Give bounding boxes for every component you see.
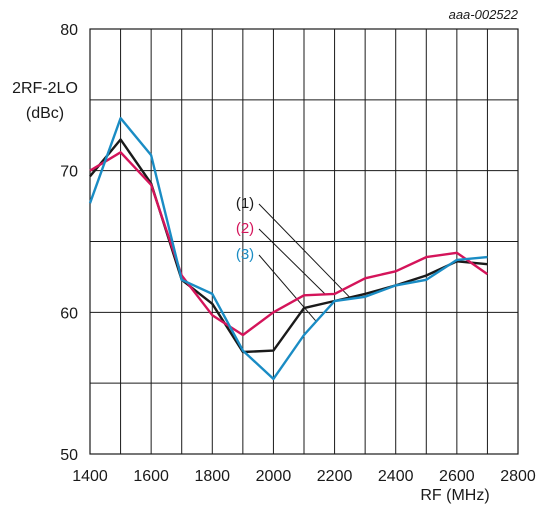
x-tick-label: 2400 — [378, 468, 414, 485]
x-tick-labels: 1400 1600 1800 2000 2200 2400 2600 2800 — [72, 468, 536, 485]
series-label-3: (3) — [236, 246, 254, 263]
x-axis-title: RF (MHz) — [420, 487, 489, 504]
y-tick-label: 50 — [60, 447, 78, 464]
x-tick-label: 1600 — [133, 468, 169, 485]
y-tick-label: 70 — [60, 164, 78, 181]
series-lines — [88, 116, 489, 381]
x-tick-label: 2800 — [500, 468, 536, 485]
y-axis-title-line2: (dBc) — [26, 105, 64, 122]
y-tick-label: 60 — [60, 305, 78, 322]
x-tick-label: 1800 — [194, 468, 230, 485]
y-axis-title-line1: 2RF-2LO — [12, 80, 78, 97]
callout-leaders — [258, 203, 351, 322]
y-tick-labels: 50 60 70 80 — [60, 22, 78, 464]
leader-line-1 — [258, 203, 351, 298]
series-line-3 — [88, 116, 488, 381]
plot-frame — [89, 28, 519, 455]
grid-lines — [90, 29, 518, 454]
series-label-2: (2) — [236, 220, 254, 237]
x-tick-label: 2000 — [256, 468, 292, 485]
series-line-1 — [89, 138, 488, 354]
leader-line-3 — [258, 254, 317, 322]
series-line-2 — [89, 151, 489, 337]
leader-line-2 — [258, 228, 326, 295]
x-tick-label: 2200 — [317, 468, 353, 485]
reference-code: aaa-002522 — [449, 7, 519, 22]
series-labels: (1) (2) (3) — [236, 195, 254, 263]
series-label-1: (1) — [236, 195, 254, 212]
x-tick-label: 1400 — [72, 468, 108, 485]
x-tick-label: 2600 — [439, 468, 475, 485]
y-tick-label: 80 — [60, 22, 78, 39]
